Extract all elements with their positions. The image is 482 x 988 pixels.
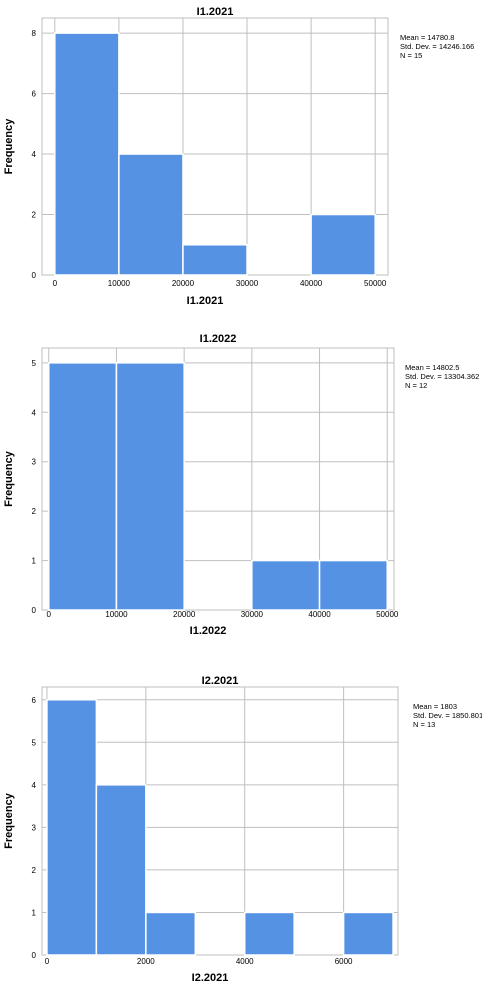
y-tick-label: 0 xyxy=(32,271,37,280)
y-tick-label: 2 xyxy=(32,507,37,516)
chart-title: I1.2022 xyxy=(200,333,237,345)
x-tick-label: 6000 xyxy=(335,957,353,966)
stats-line: Std. Dev. = 1850.801 xyxy=(413,711,482,720)
y-axis-label: Frequency xyxy=(3,792,15,849)
y-tick-label: 5 xyxy=(32,738,37,747)
histogram-svg: 0 10000 20000 30000 40000 50000 0 1 2 3 4 5 I1.2022 I… xyxy=(3,333,479,637)
stats-line: N = 13 xyxy=(413,720,435,729)
y-axis-label: Frequency xyxy=(3,450,15,507)
histogram-svg: 0 2000 4000 6000 0 1 2 3 4 5 6 I2.2021 I2.2021 Freque… xyxy=(3,675,482,984)
x-tick-label: 30000 xyxy=(236,279,259,288)
x-tick-label: 0 xyxy=(53,279,58,288)
x-tick-label: 50000 xyxy=(364,279,387,288)
y-tick-label: 1 xyxy=(32,908,37,917)
stats-line: N = 15 xyxy=(400,51,422,60)
x-tick-label: 10000 xyxy=(105,610,128,619)
histogram-bar xyxy=(48,362,118,611)
histogram-bar xyxy=(145,911,197,956)
x-tick-label: 20000 xyxy=(172,279,195,288)
histogram-bar xyxy=(95,784,147,956)
y-tick-label: 6 xyxy=(32,696,37,705)
x-axis-label: I1.2021 xyxy=(187,295,224,307)
histogram-svg: 0 10000 20000 30000 40000 50000 0 2 4 6 8 I1.2021 I1… xyxy=(3,6,474,307)
x-axis-label: I1.2022 xyxy=(190,625,227,637)
y-tick-label: 3 xyxy=(32,458,37,467)
y-tick-label: 8 xyxy=(32,29,37,38)
histogram-bar xyxy=(46,699,98,956)
chart-title: I1.2021 xyxy=(197,6,234,18)
histogram-i2-2021: 0 2000 4000 6000 0 1 2 3 4 5 6 I2.2021 I2.2021 Freque… xyxy=(0,655,482,988)
stats-line: Std. Dev. = 13304.362 xyxy=(405,372,479,381)
x-axis-label: I2.2021 xyxy=(192,972,229,984)
stats-line: Std. Dev. = 14246.166 xyxy=(400,42,474,51)
x-tick-label: 40000 xyxy=(308,610,331,619)
x-tick-label: 20000 xyxy=(173,610,196,619)
y-tick-label: 6 xyxy=(32,90,37,99)
histogram-bar xyxy=(342,911,394,956)
x-tick-label: 30000 xyxy=(241,610,264,619)
y-tick-label: 4 xyxy=(32,781,37,790)
y-tick-label: 5 xyxy=(32,359,37,368)
histogram-bar xyxy=(310,213,376,276)
stats-line: N = 12 xyxy=(405,381,427,390)
histogram-i1-2022: 0 10000 20000 30000 40000 50000 0 1 2 3 4 5 I1.2022 I… xyxy=(0,325,482,655)
chart-title: I2.2021 xyxy=(202,675,239,687)
x-tick-label: 50000 xyxy=(376,610,399,619)
y-tick-label: 0 xyxy=(32,951,37,960)
x-tick-label: 40000 xyxy=(300,279,323,288)
histogram-bar xyxy=(251,559,321,611)
histogram-bar xyxy=(115,362,185,611)
stats-line: Mean = 1803 xyxy=(413,702,457,711)
histogram-bar xyxy=(182,244,248,276)
histogram-bar xyxy=(54,32,120,276)
stats-line: Mean = 14780.8 xyxy=(400,33,454,42)
y-tick-label: 1 xyxy=(32,557,37,566)
x-tick-label: 0 xyxy=(45,957,50,966)
x-tick-label: 2000 xyxy=(137,957,155,966)
x-tick-label: 4000 xyxy=(236,957,254,966)
histogram-bar xyxy=(243,911,295,956)
histogram-bar xyxy=(318,559,388,611)
y-tick-label: 3 xyxy=(32,823,37,832)
y-tick-label: 2 xyxy=(32,866,37,875)
y-tick-label: 0 xyxy=(32,606,37,615)
x-tick-label: 10000 xyxy=(108,279,131,288)
y-tick-label: 4 xyxy=(32,150,37,159)
x-tick-label: 0 xyxy=(47,610,52,619)
y-tick-label: 2 xyxy=(32,211,37,220)
histogram-i1-2021: 0 10000 20000 30000 40000 50000 0 2 4 6 8 I1.2021 I1… xyxy=(0,0,482,325)
histogram-bar xyxy=(118,153,184,276)
y-axis-label: Frequency xyxy=(3,118,15,175)
stats-line: Mean = 14802.5 xyxy=(405,363,459,372)
y-tick-label: 4 xyxy=(32,408,37,417)
